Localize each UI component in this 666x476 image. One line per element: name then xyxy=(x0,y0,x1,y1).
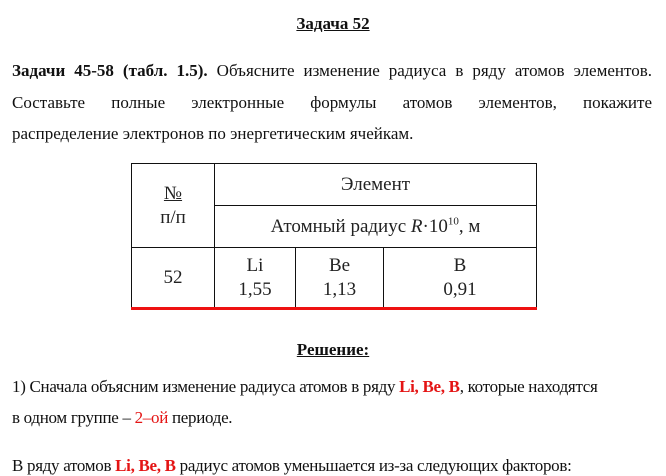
text: радиус атомов уменьшается из-за следующи… xyxy=(175,456,572,475)
solution-line-2: в одном группе – 2–ой периоде. xyxy=(12,408,233,428)
radius-mult: ·10 xyxy=(422,215,448,237)
row-number: 52 xyxy=(131,247,215,308)
radius-var: R xyxy=(410,215,423,237)
task-line-2: Составьте полные электронные формулы ато… xyxy=(12,92,652,112)
red-underline xyxy=(131,307,537,310)
header-number-sign: № xyxy=(163,182,183,204)
element-symbol: Li xyxy=(246,254,264,276)
text: 1) Сначала объясним изменение радиуса ат… xyxy=(12,377,400,396)
task-reference: Задачи 45-58 (табл. 1.5). xyxy=(12,61,208,80)
radius-value: 0,91 xyxy=(443,278,477,300)
element-symbol: B xyxy=(453,254,467,276)
text: В ряду атомов xyxy=(12,456,116,475)
cell-be: Be 1,13 xyxy=(295,247,384,308)
header-number: № п/п xyxy=(131,163,215,248)
highlight-period: 2–ой xyxy=(134,408,169,427)
table-row: 52 Li 1,55 Be 1,13 B 0,91 xyxy=(131,247,537,308)
solution-line-3: В ряду атомов Li, Be, B радиус атомов ум… xyxy=(12,456,572,476)
task-line-3: распределение электронов по энергетическ… xyxy=(12,124,414,143)
radius-exp: 10 xyxy=(447,215,459,228)
text: периоде. xyxy=(168,408,233,427)
task-text: Объясните изменение радиуса в ряду атомо… xyxy=(207,61,652,80)
element-symbol: Be xyxy=(328,254,351,276)
header-radius: Атомный радиус R·1010, м xyxy=(214,205,537,248)
header-number-pp: п/п xyxy=(160,206,186,228)
radius-label: Атомный радиус xyxy=(270,215,411,237)
highlight-elements: Li, Be, B xyxy=(115,456,176,475)
solution-heading: Решение: xyxy=(296,340,370,359)
header-element: Элемент xyxy=(214,163,537,206)
radius-value: 1,55 xyxy=(238,278,272,300)
data-table: № п/п Элемент Атомный радиус R·1010, м 5… xyxy=(131,163,537,308)
solution-line-1: 1) Сначала объясним изменение радиуса ат… xyxy=(12,377,598,397)
page-title: Задача 52 xyxy=(296,14,370,33)
cell-b: B 0,91 xyxy=(383,247,537,308)
radius-value: 1,13 xyxy=(322,278,357,300)
task-line-1: Задачи 45-58 (табл. 1.5). Объясните изме… xyxy=(12,55,652,87)
task-statement: Задачи 45-58 (табл. 1.5). Объясните изме… xyxy=(12,55,652,150)
text: , которые находятся xyxy=(459,377,598,396)
text: в одном группе – xyxy=(12,408,135,427)
radius-unit: , м xyxy=(458,215,481,237)
highlight-elements: Li, Be, B xyxy=(399,377,460,396)
cell-li: Li 1,55 xyxy=(214,247,296,308)
